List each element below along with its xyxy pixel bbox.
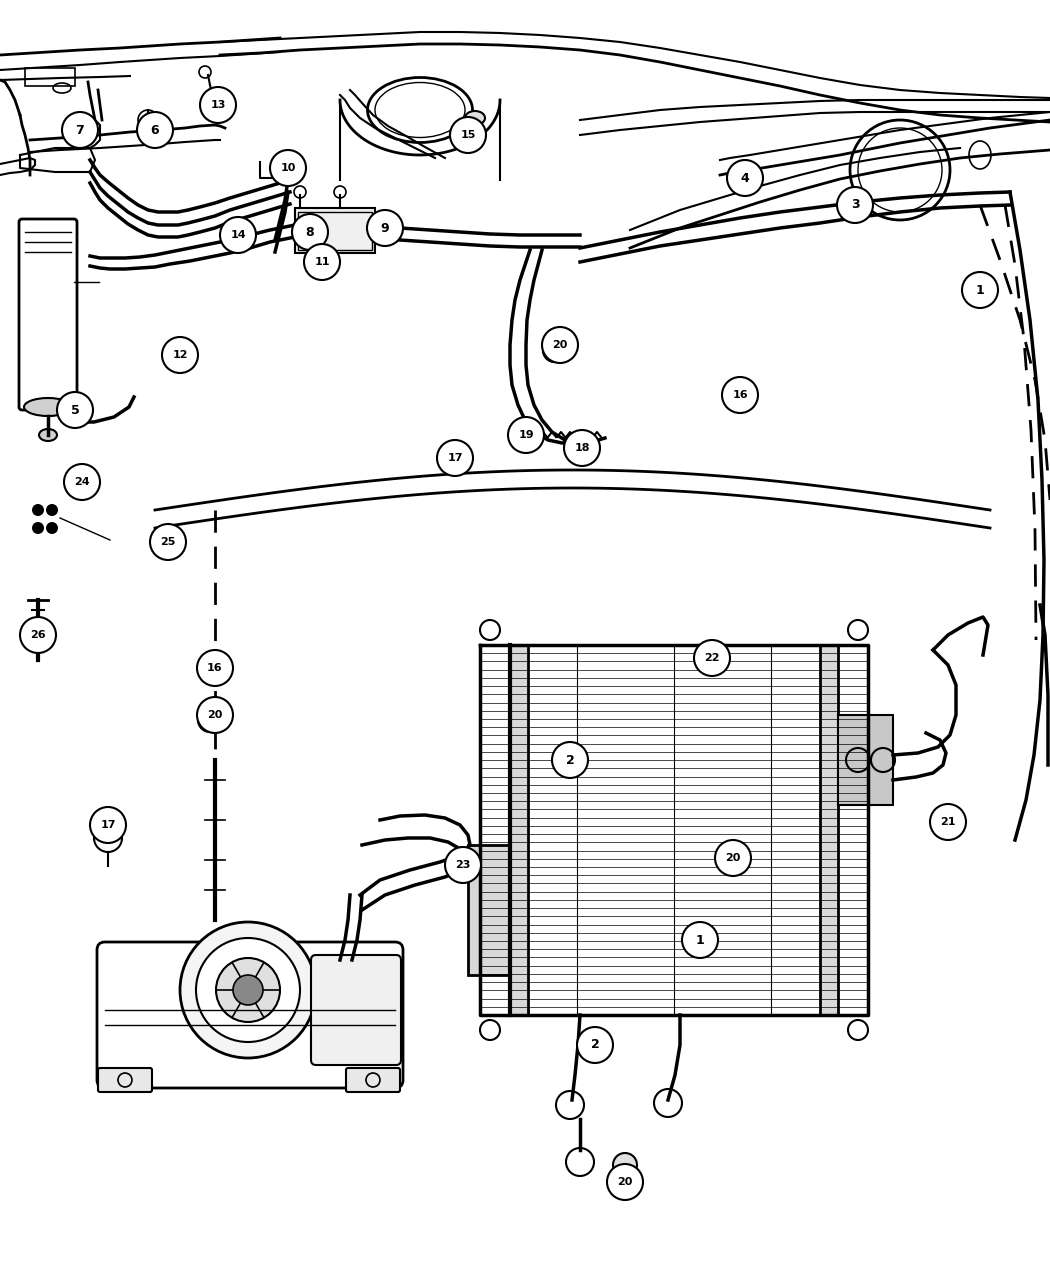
Circle shape [694, 640, 730, 676]
Circle shape [607, 1164, 643, 1200]
Circle shape [216, 958, 280, 1023]
Text: 2: 2 [566, 754, 574, 766]
Ellipse shape [24, 398, 72, 416]
FancyBboxPatch shape [468, 845, 510, 975]
Circle shape [150, 524, 186, 560]
Circle shape [721, 848, 745, 872]
Text: 5: 5 [70, 403, 80, 417]
FancyBboxPatch shape [838, 715, 892, 805]
Circle shape [32, 504, 44, 516]
Text: 4: 4 [740, 172, 750, 185]
FancyBboxPatch shape [510, 645, 528, 1015]
Text: 26: 26 [30, 630, 46, 640]
Circle shape [727, 159, 763, 196]
FancyBboxPatch shape [295, 208, 375, 252]
Text: 1: 1 [975, 283, 985, 297]
Circle shape [57, 391, 93, 428]
Circle shape [64, 464, 100, 500]
Circle shape [196, 938, 300, 1042]
Text: 9: 9 [381, 222, 390, 235]
Circle shape [508, 417, 544, 453]
Circle shape [564, 430, 600, 465]
Circle shape [543, 338, 567, 362]
Text: 20: 20 [552, 340, 568, 351]
Text: 24: 24 [75, 477, 90, 487]
Circle shape [203, 708, 227, 732]
Circle shape [962, 272, 998, 309]
FancyBboxPatch shape [19, 219, 77, 411]
Circle shape [32, 521, 44, 534]
Text: 12: 12 [172, 351, 188, 360]
Text: 14: 14 [230, 230, 246, 240]
Circle shape [197, 650, 233, 686]
Circle shape [368, 210, 403, 246]
Text: 15: 15 [460, 130, 476, 140]
Circle shape [220, 217, 256, 252]
Circle shape [837, 187, 873, 223]
Text: 22: 22 [705, 653, 719, 663]
Circle shape [578, 1026, 613, 1063]
Circle shape [292, 214, 328, 250]
Circle shape [437, 440, 472, 476]
Text: 19: 19 [519, 430, 533, 440]
Ellipse shape [465, 111, 485, 125]
Circle shape [233, 975, 262, 1005]
FancyBboxPatch shape [820, 645, 838, 1015]
Text: 11: 11 [314, 258, 330, 266]
Circle shape [445, 847, 481, 884]
Text: 17: 17 [100, 820, 116, 830]
Text: 17: 17 [447, 453, 463, 463]
Circle shape [46, 504, 58, 516]
Text: 23: 23 [456, 861, 470, 870]
Text: 6: 6 [151, 124, 160, 136]
Circle shape [566, 1148, 594, 1176]
Circle shape [198, 708, 222, 732]
Circle shape [930, 805, 966, 840]
Circle shape [136, 112, 173, 148]
Text: 10: 10 [280, 163, 296, 173]
Circle shape [556, 1091, 584, 1119]
Circle shape [450, 117, 486, 153]
FancyBboxPatch shape [98, 1068, 152, 1091]
Text: 13: 13 [210, 99, 226, 110]
Text: 2: 2 [590, 1039, 600, 1052]
Circle shape [721, 848, 745, 872]
FancyBboxPatch shape [311, 955, 401, 1065]
Circle shape [180, 922, 316, 1058]
Text: 20: 20 [207, 710, 223, 720]
Circle shape [270, 150, 306, 186]
FancyBboxPatch shape [97, 942, 403, 1088]
Ellipse shape [39, 428, 57, 441]
Circle shape [304, 244, 340, 280]
Text: 25: 25 [161, 537, 175, 547]
Circle shape [682, 922, 718, 958]
Circle shape [200, 87, 236, 122]
Circle shape [715, 840, 751, 876]
Text: 7: 7 [76, 124, 84, 136]
Circle shape [543, 338, 567, 362]
Circle shape [162, 337, 198, 374]
Text: 20: 20 [617, 1177, 633, 1187]
Circle shape [613, 1153, 637, 1177]
FancyBboxPatch shape [346, 1068, 400, 1091]
Circle shape [20, 617, 56, 653]
Circle shape [654, 1089, 682, 1117]
Text: 18: 18 [574, 442, 590, 453]
Circle shape [722, 377, 758, 413]
Circle shape [46, 521, 58, 534]
Text: 20: 20 [726, 853, 740, 863]
Circle shape [62, 112, 98, 148]
Text: 8: 8 [306, 226, 314, 238]
Circle shape [542, 326, 578, 363]
Text: 21: 21 [940, 817, 956, 827]
Text: 1: 1 [695, 933, 705, 946]
Text: 3: 3 [850, 199, 859, 212]
Text: 16: 16 [732, 390, 748, 400]
Circle shape [90, 807, 126, 843]
Text: 16: 16 [207, 663, 223, 673]
Circle shape [94, 824, 122, 852]
Circle shape [197, 697, 233, 733]
Circle shape [552, 742, 588, 778]
